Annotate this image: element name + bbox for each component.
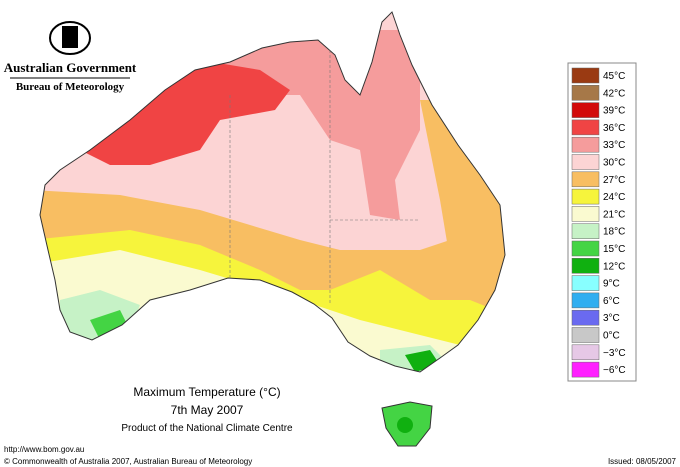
legend-label: 9°C	[603, 279, 620, 290]
crest	[49, 21, 91, 55]
legend-label: 12°C	[603, 261, 625, 272]
footer-url: http://www.bom.gov.au	[4, 445, 84, 454]
legend-swatch	[571, 67, 600, 84]
legend-swatch	[571, 292, 600, 309]
temperature-map	[40, 12, 505, 372]
legend-label: 39°C	[603, 106, 625, 117]
legend-swatch	[571, 258, 600, 274]
legend-swatch	[571, 154, 600, 170]
legend-swatch	[571, 240, 600, 257]
legend-label: 15°C	[603, 244, 625, 255]
legend-swatch	[571, 275, 600, 291]
legend-swatch	[571, 309, 600, 326]
footer-issued: Issued: 08/05/2007	[608, 457, 677, 466]
legend-label: 27°C	[603, 175, 625, 186]
legend-label: 45°C	[603, 71, 625, 82]
legend-label: 6°C	[603, 296, 620, 307]
legend-swatch	[571, 344, 600, 361]
legend-label: 24°C	[603, 192, 625, 203]
legend-label: 42°C	[603, 88, 625, 99]
footer-copyright: © Commonwealth of Australia 2007, Austra…	[4, 457, 252, 466]
legend-swatch	[571, 102, 600, 118]
legend-swatch	[571, 206, 600, 222]
legend-swatch	[571, 119, 600, 136]
legend-swatch	[571, 85, 600, 101]
legend-label: −3°C	[603, 348, 626, 359]
legend: 45°C 42°C 39°C 36°C 33°C 30°C 27°C 24°C 21°C 18°C…	[567, 62, 637, 382]
legend-label: 18°C	[603, 227, 625, 238]
legend-swatch	[571, 223, 600, 239]
legend-label: 36°C	[603, 123, 625, 134]
map-product: Product of the National Climate Centre	[121, 423, 293, 434]
legend-swatch	[571, 136, 600, 153]
legend-swatch	[571, 188, 600, 205]
legend-label: 3°C	[603, 313, 620, 324]
map-date: 7th May 2007	[171, 403, 244, 417]
legend-label: −6°C	[603, 365, 626, 376]
legend-label: 0°C	[603, 331, 620, 342]
legend-label: 30°C	[603, 158, 625, 169]
map-title: Maximum Temperature (°C)	[133, 385, 280, 399]
bureau-name: Bureau of Meteorology	[16, 81, 125, 93]
government-name: Australian Government	[4, 60, 137, 75]
legend-label: 33°C	[603, 140, 625, 151]
legend-swatch	[571, 361, 600, 378]
legend-label: 21°C	[603, 209, 625, 220]
legend-swatch	[571, 327, 600, 343]
legend-swatch	[571, 171, 600, 188]
